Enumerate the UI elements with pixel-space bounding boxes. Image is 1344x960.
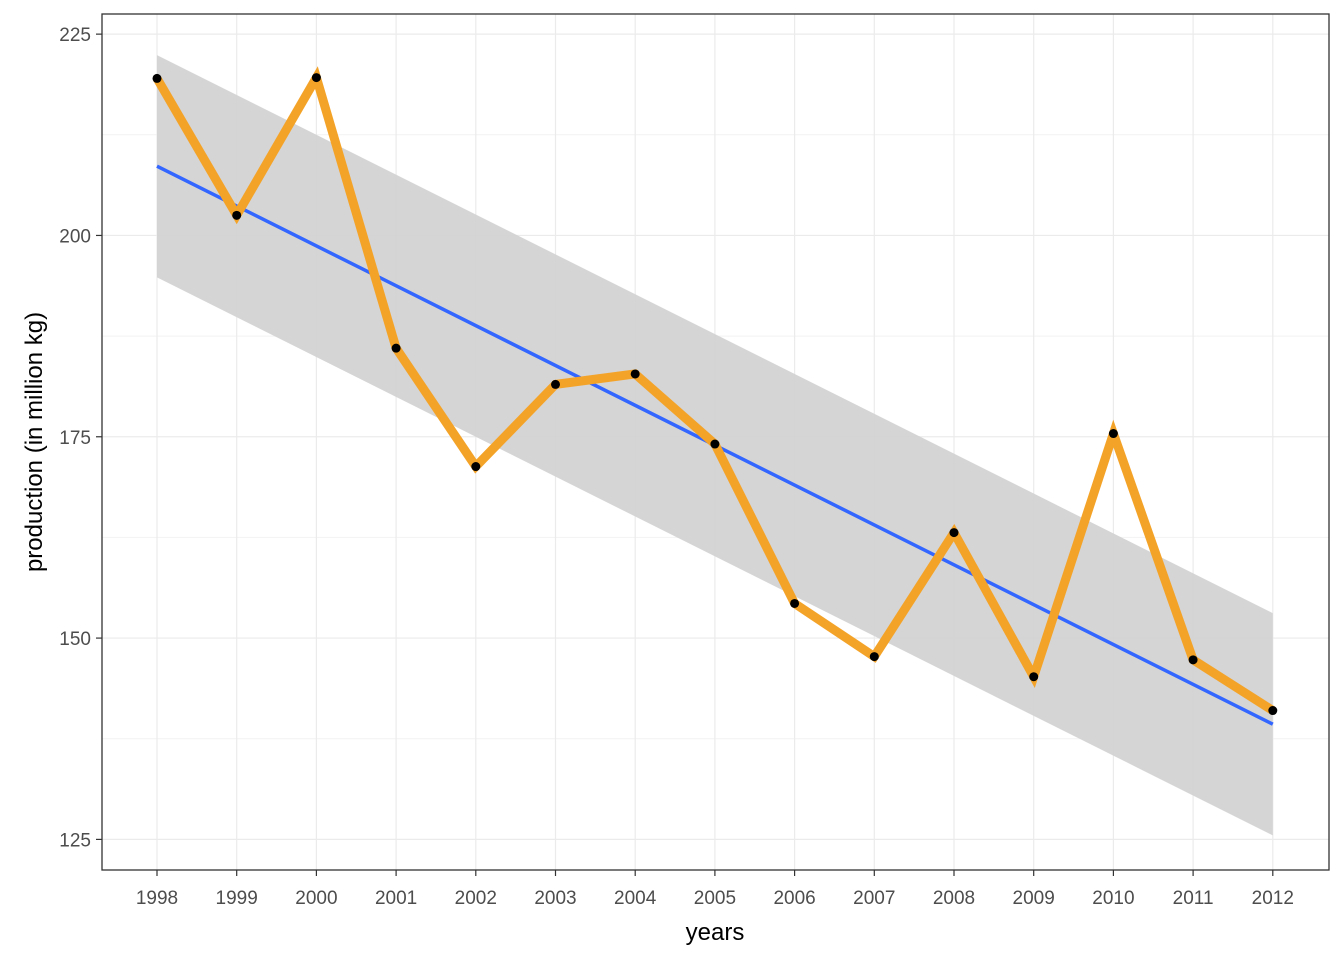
- x-tick-label: 2000: [295, 888, 337, 909]
- x-tick-label: 2007: [853, 888, 895, 909]
- x-tick-label: 2006: [773, 888, 815, 909]
- data-point: [630, 369, 640, 379]
- x-tick-label: 2001: [375, 888, 417, 909]
- y-axis-title: production (in million kg): [21, 312, 48, 572]
- x-tick-label: 2009: [1013, 888, 1055, 909]
- y-tick-label: 175: [59, 428, 91, 449]
- x-tick-label: 2003: [534, 888, 576, 909]
- data-point: [471, 462, 481, 472]
- data-point: [551, 379, 560, 389]
- data-point: [710, 439, 720, 449]
- x-tick-label: 2012: [1252, 888, 1294, 909]
- x-tick-label: 2004: [614, 888, 657, 909]
- x-tick-label: 2010: [1092, 888, 1134, 909]
- data-point: [1108, 429, 1118, 439]
- x-tick-label: 2008: [933, 888, 975, 909]
- x-tick-label: 1999: [216, 888, 258, 909]
- data-point: [1188, 655, 1198, 665]
- y-axis: 125 150 175 200 225: [59, 25, 102, 851]
- data-point: [232, 210, 242, 220]
- data-point: [391, 343, 401, 353]
- data-point: [311, 73, 321, 83]
- x-tick-label: 2002: [455, 888, 497, 909]
- y-tick-label: 225: [59, 25, 91, 46]
- data-points: [152, 73, 1278, 716]
- data-point: [152, 73, 162, 83]
- data-point: [949, 528, 959, 538]
- data-point: [869, 652, 879, 662]
- x-axis-title: years: [686, 919, 745, 946]
- y-tick-label: 150: [59, 629, 91, 650]
- x-tick-label: 1998: [136, 888, 178, 909]
- x-tick-label: 2005: [694, 888, 736, 909]
- x-tick-label: 2011: [1173, 888, 1214, 909]
- y-tick-label: 125: [59, 830, 91, 851]
- y-tick-label: 200: [59, 226, 91, 247]
- data-point: [1029, 672, 1039, 682]
- data-point: [790, 598, 800, 608]
- data-point: [1268, 706, 1278, 716]
- x-axis: 1998 1999 2000 2001 2002 2003 2004 2005 2006 2007…: [136, 870, 1294, 909]
